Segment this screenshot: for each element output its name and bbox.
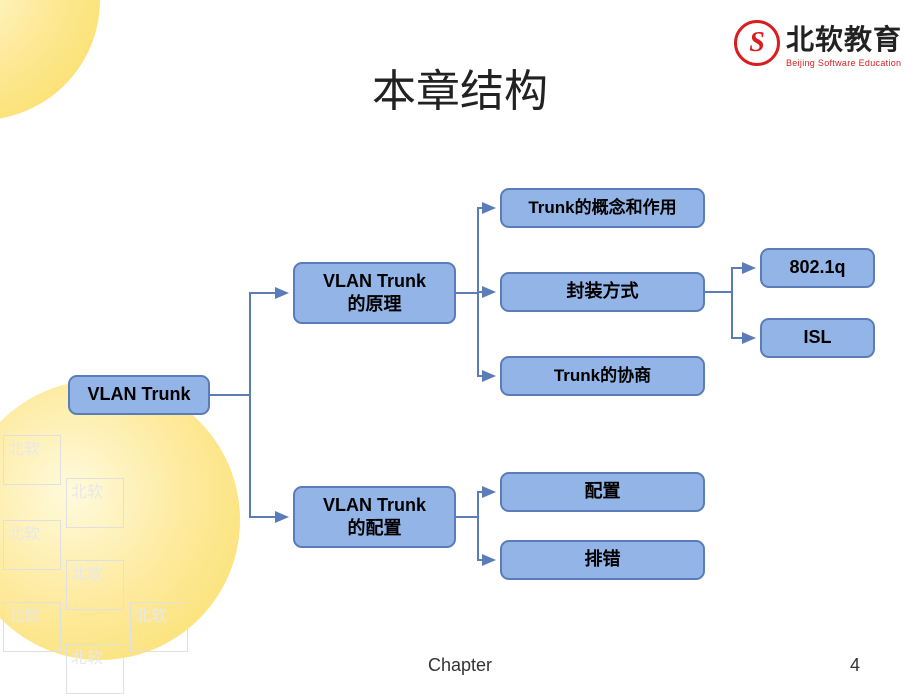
edge-n2-n2a	[456, 492, 494, 517]
diagram-node-n1a: Trunk的概念和作用	[500, 188, 705, 228]
diagram-node-n2: VLAN Trunk的配置	[293, 486, 456, 548]
diagram-node-root: VLAN Trunk	[68, 375, 210, 415]
slide-title: 本章结构	[0, 55, 920, 119]
edge-n1-n1c	[456, 293, 494, 376]
edge-n1b-n1b2	[705, 292, 754, 338]
watermark-box: 北软	[3, 435, 61, 485]
watermark-box: 北软	[3, 602, 61, 652]
footer-page-number: 4	[850, 655, 860, 676]
diagram-node-n2a: 配置	[500, 472, 705, 512]
edge-n1b-n1b1	[705, 268, 754, 292]
watermark-box: 北软	[66, 560, 124, 610]
diagram-node-n1c: Trunk的协商	[500, 356, 705, 396]
edge-n1-n1b	[456, 292, 494, 293]
diagram-node-n1b1: 802.1q	[760, 248, 875, 288]
watermark-box: 北软	[66, 478, 124, 528]
edge-n2-n2b	[456, 517, 494, 560]
watermark-box: 北软	[3, 520, 61, 570]
edge-root-n1	[210, 293, 287, 395]
diagram-node-n2b: 排错	[500, 540, 705, 580]
diagram-node-n1b2: ISL	[760, 318, 875, 358]
diagram-node-n1b: 封装方式	[500, 272, 705, 312]
diagram-node-n1: VLAN Trunk的原理	[293, 262, 456, 324]
logo-main-text: 北软教育	[786, 18, 902, 58]
edge-n1-n1a	[456, 208, 494, 293]
footer-chapter-label: Chapter	[0, 655, 920, 676]
watermark-box: 北软	[130, 602, 188, 652]
